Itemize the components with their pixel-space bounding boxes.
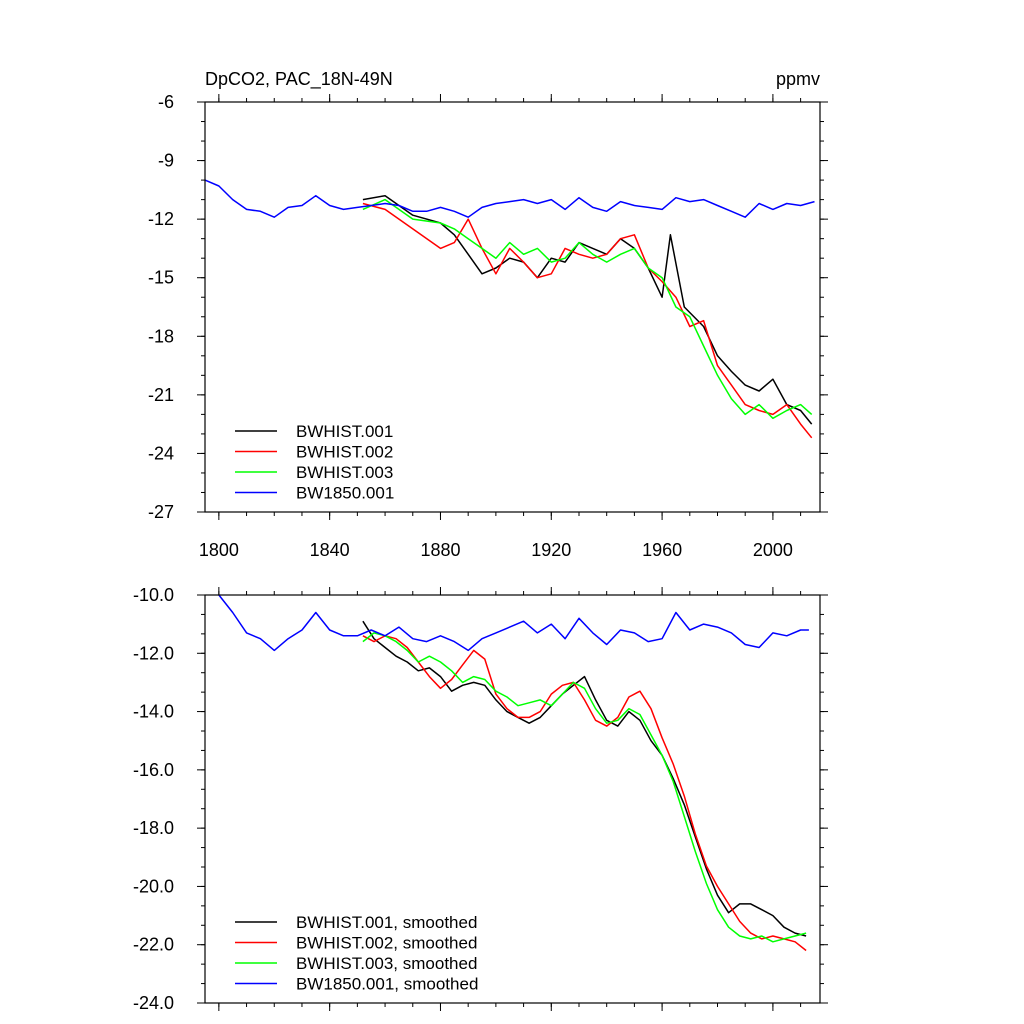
legend-label: BWHIST.003, smoothed [296, 954, 477, 973]
x-tick-label: 1880 [420, 540, 460, 560]
panel-top-title: DpCO2, PAC_18N-49N [205, 69, 393, 90]
y-tick-label: -16.0 [133, 760, 174, 780]
y-tick-label: -15 [148, 268, 174, 288]
legend-label: BWHIST.001, smoothed [296, 913, 477, 932]
y-tick-label: -21 [148, 385, 174, 405]
panel-bottom: -10.0 -12.0 -14.0 -16.0 -18.0 -20.0 -22.0 -24.0… [133, 585, 828, 1013]
x-tick-label: 1960 [642, 540, 682, 560]
series-line-bw1850-001-smoothed [218, 594, 809, 652]
panel-bottom-ticks: -10.0 -12.0 -14.0 -16.0 -18.0 -20.0 -22.0 -24.0 [133, 585, 828, 1013]
x-tick-label: 1800 [199, 540, 239, 560]
y-tick-label: -18.0 [133, 818, 174, 838]
panel-top-ticks: -6 -9 -12 -15 -18 -21 -24 -27 1800 1840 1880 1920 19… [148, 92, 828, 560]
series-line-bwhist-003-smoothed [362, 632, 807, 943]
series-line-bwhist-002 [362, 202, 813, 439]
y-tick-label: -12 [148, 209, 174, 229]
legend-label: BWHIST.003 [296, 463, 393, 482]
panel-top: DpCO2, PAC_18N-49N ppmv -6 -9 -12 -15 -18 -21… [148, 69, 828, 560]
panel-top-frame [204, 101, 821, 513]
y-tick-label: -24.0 [133, 993, 174, 1013]
legend-label: BW1850.001 [296, 484, 394, 503]
y-tick-label: -10.0 [133, 585, 174, 605]
y-tick-label: -9 [158, 151, 174, 171]
y-tick-label: -22.0 [133, 935, 174, 955]
x-tick-label: 2000 [753, 540, 793, 560]
x-tick-label: 1920 [531, 540, 571, 560]
series-line-bw1850-001 [204, 179, 815, 218]
y-tick-label: -27 [148, 502, 174, 522]
y-tick-label: -18 [148, 326, 174, 346]
legend-label: BWHIST.002, smoothed [296, 934, 477, 953]
panel-bottom-series [218, 594, 809, 952]
y-tick-label: -14.0 [133, 702, 174, 722]
legend-label: BWHIST.001 [296, 422, 393, 441]
y-tick-label: -20.0 [133, 876, 174, 896]
panel-bottom-legend: BWHIST.001, smoothed BWHIST.002, smoothed… [235, 913, 478, 994]
x-tick-label: 1840 [310, 540, 350, 560]
panel-bottom-frame [204, 594, 821, 1004]
y-tick-label: -6 [158, 92, 174, 112]
legend-label: BW1850.001, smoothed [296, 975, 478, 994]
y-tick-label: -24 [148, 443, 174, 463]
legend-label: BWHIST.002 [296, 443, 393, 462]
y-tick-label: -12.0 [133, 643, 174, 663]
series-line-bwhist-003 [362, 198, 813, 420]
panel-top-units: ppmv [776, 69, 820, 89]
series-line-bwhist-002-smoothed [362, 635, 807, 952]
panel-top-series [204, 179, 815, 439]
